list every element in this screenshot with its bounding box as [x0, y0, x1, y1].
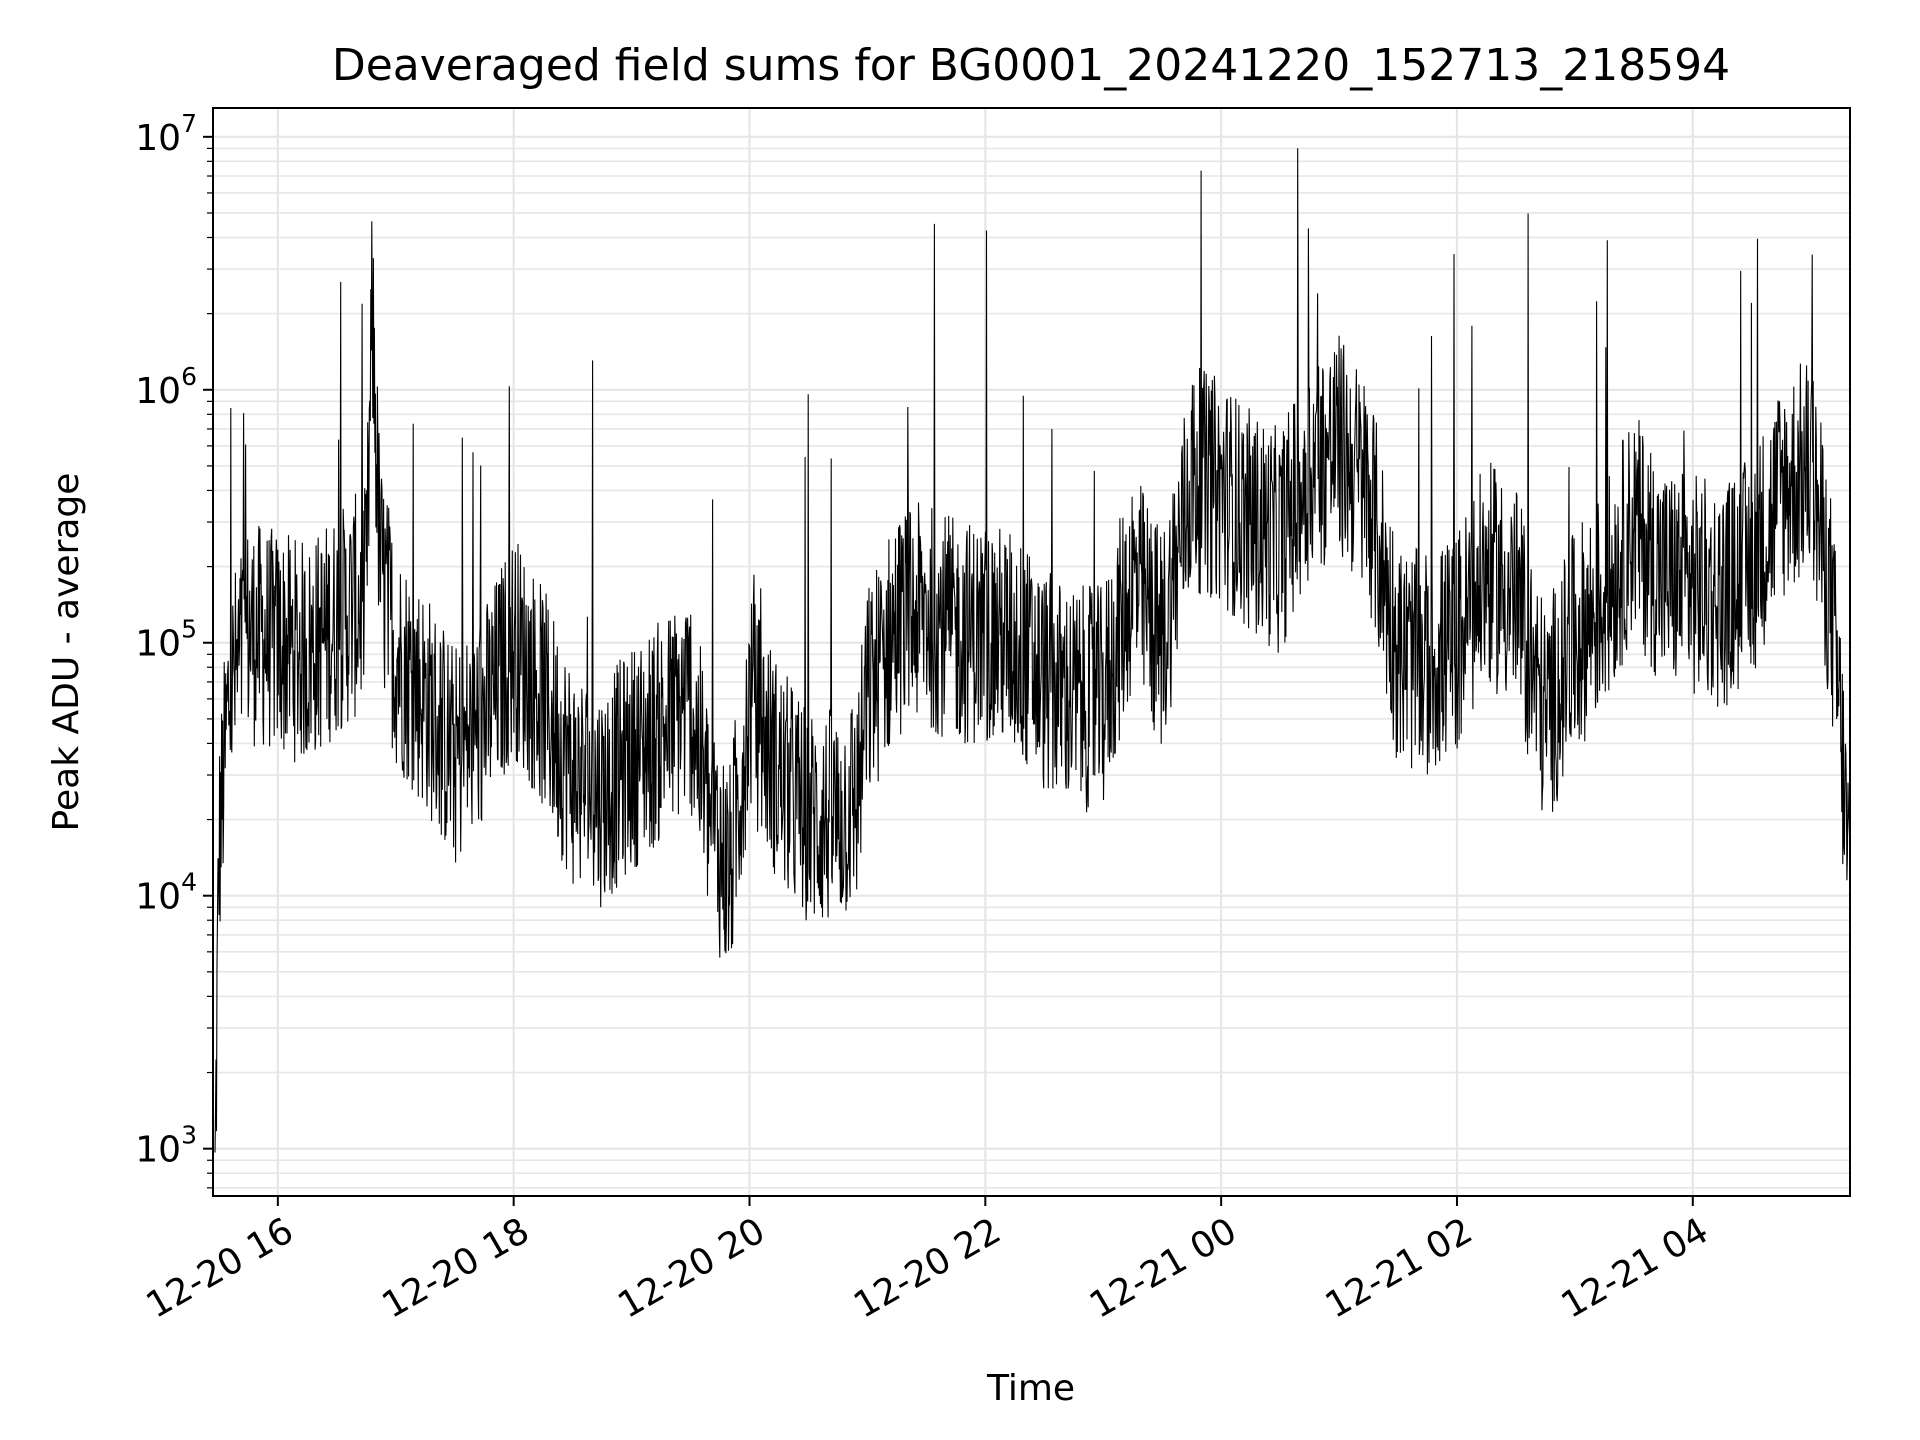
y-tick-base: 10 [135, 624, 181, 665]
y-tick-base: 10 [135, 877, 181, 918]
y-tick-exponent: 3 [181, 1121, 197, 1150]
y-tick-label: 106 [135, 362, 197, 412]
grid-lines [213, 108, 1850, 1196]
y-tick-exponent: 4 [181, 868, 197, 897]
plot-frame [212, 107, 1851, 1197]
y-tick-label: 104 [135, 868, 197, 918]
y-tick-exponent: 5 [181, 615, 197, 644]
series-line [214, 148, 1851, 1153]
x-axis-label: Time [986, 1368, 1075, 1409]
y-tick-label: 103 [135, 1121, 197, 1171]
y-axis-label: Peak ADU - average [46, 473, 87, 832]
y-tick-base: 10 [135, 118, 181, 159]
y-tick-base: 10 [135, 371, 181, 412]
y-tick-exponent: 6 [181, 362, 197, 391]
y-tick-exponent: 7 [181, 109, 197, 138]
y-tick-label: 105 [135, 615, 197, 665]
y-tick-base: 10 [135, 1130, 181, 1171]
y-tick-label: 107 [135, 109, 197, 159]
series-layer [214, 148, 1851, 1153]
chart-title: Deaveraged field sums for BG0001_2024122… [332, 40, 1730, 91]
